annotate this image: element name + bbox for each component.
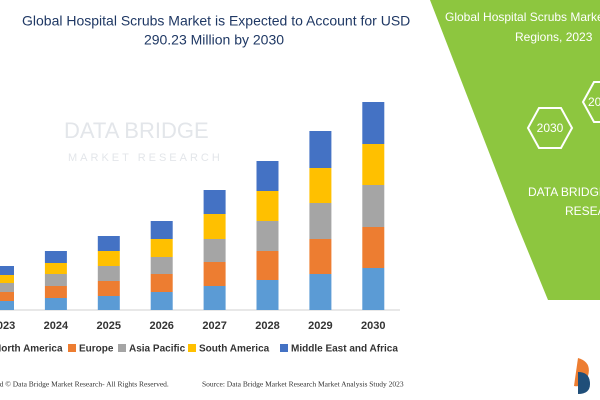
x-tick-label: 2029 xyxy=(308,320,332,332)
brand: DATA BRIDGE xyxy=(528,185,600,199)
bar-segment xyxy=(256,251,279,280)
hexagon xyxy=(581,81,600,123)
bar-segment xyxy=(97,251,120,266)
x-tick-label: 2030 xyxy=(361,320,385,332)
bar-segment xyxy=(256,221,279,251)
bar-segment xyxy=(150,239,173,257)
bar-segment xyxy=(256,280,279,310)
footer: Source: Data Bridge Market Research Mark… xyxy=(202,380,404,389)
bar-segment xyxy=(203,262,226,286)
bar-segment xyxy=(309,203,332,239)
legend-label: Asia Pacific xyxy=(129,344,186,355)
bar-segment xyxy=(44,263,67,274)
bar-segment xyxy=(309,131,332,168)
logo xyxy=(578,372,590,394)
legend-marker xyxy=(68,344,76,352)
bar-segment xyxy=(0,292,14,301)
x-tick-label: 2027 xyxy=(202,320,226,332)
bar-segment xyxy=(97,281,120,296)
side-panel-bg xyxy=(430,0,600,300)
bar-segment xyxy=(97,236,120,251)
bar-segment xyxy=(150,221,173,239)
bar-segment xyxy=(44,298,67,310)
chart-title: Global Hospital Scrubs Market is Expecte… xyxy=(22,13,410,29)
bar-segment xyxy=(362,144,385,185)
bar-segment xyxy=(256,191,279,221)
bar-segment xyxy=(256,161,279,191)
bar-segment xyxy=(44,251,67,263)
x-tick-label: 2028 xyxy=(255,320,279,332)
bar-segment xyxy=(97,296,120,310)
bar-segment xyxy=(0,266,14,275)
bar-segment xyxy=(309,239,332,274)
watermark: DATA BRIDGE xyxy=(64,118,209,143)
legend-marker xyxy=(188,344,196,352)
hexagon xyxy=(526,107,574,149)
legend-label: North America xyxy=(0,344,63,355)
x-tick-label: 2026 xyxy=(149,320,173,332)
bar-segment xyxy=(0,283,14,292)
bar-segment xyxy=(150,274,173,292)
bar-segment xyxy=(150,257,173,274)
chart-title: 290.23 Million by 2030 xyxy=(144,32,284,48)
legend-label: South America xyxy=(199,344,270,355)
bar-segment xyxy=(309,274,332,310)
bar-segment xyxy=(362,185,385,227)
bar-segment xyxy=(203,239,226,262)
bar-segment xyxy=(362,227,385,268)
legend-marker xyxy=(280,344,288,352)
x-tick-label: 2024 xyxy=(44,320,69,332)
watermark: MARKET RESEARCH xyxy=(68,152,223,164)
bar-segment xyxy=(0,301,14,310)
bar-segment xyxy=(0,275,14,283)
hex-label: 2023 xyxy=(588,95,600,109)
bar-segment xyxy=(309,168,332,203)
bar-segment xyxy=(362,102,385,144)
bar-segment xyxy=(362,268,385,310)
x-tick-label: 2025 xyxy=(97,320,121,332)
legend-label: Europe xyxy=(79,344,114,355)
side-title: Regions, 2023 xyxy=(515,30,593,44)
brand: RESEARCH xyxy=(565,204,600,218)
bar-segment xyxy=(150,292,173,310)
side-title: Global Hospital Scrubs Market xyxy=(445,10,600,24)
x-tick-label: 2023 xyxy=(0,320,15,332)
bar-segment xyxy=(203,214,226,239)
bar-segment xyxy=(44,274,67,286)
bar-segment xyxy=(97,266,120,281)
bar-segment xyxy=(44,286,67,298)
bar-segment xyxy=(203,286,226,310)
bar-segment xyxy=(203,190,226,214)
legend-marker xyxy=(118,344,126,352)
footer: Protected © Data Bridge Market Research-… xyxy=(0,380,169,389)
legend-label: Middle East and Africa xyxy=(291,344,398,355)
hex-label: 2030 xyxy=(537,121,564,135)
